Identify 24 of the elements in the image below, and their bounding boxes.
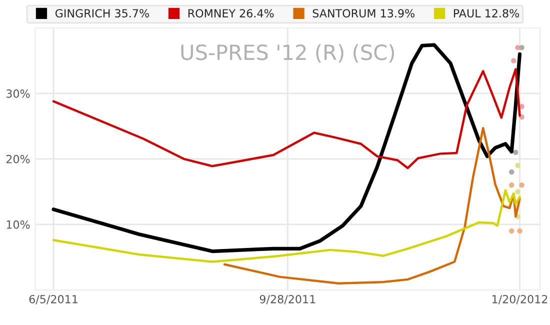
line-series [52, 43, 522, 254]
legend-label: SANTORUM 13.9% [312, 9, 414, 18]
point [519, 182, 524, 188]
point [515, 189, 520, 194]
text: US-PRES '12 (R) (SC) [181, 44, 394, 63]
legend-label: ROMNEY 26.4% [188, 9, 274, 18]
x-tick-label: 9/28/2011 [260, 294, 316, 304]
point [513, 150, 518, 155]
y-tick-label: 30% [6, 89, 30, 98]
legend-label: GINGRICH 35.7% [55, 9, 149, 18]
point [519, 45, 524, 50]
x-tick-label: 6/5/2011 [29, 294, 78, 304]
y-tick-label: 20% [6, 154, 30, 164]
line-series [52, 189, 521, 263]
point [509, 169, 514, 175]
point [515, 162, 520, 168]
point [509, 228, 514, 234]
point [511, 58, 516, 64]
y-tick-label: 10% [6, 220, 30, 229]
point [509, 182, 514, 188]
line-series [223, 127, 521, 284]
legend-label: PAUL 12.8% [454, 9, 520, 18]
x-tick-label: 1/20/2012 [492, 294, 548, 304]
point [517, 228, 522, 234]
